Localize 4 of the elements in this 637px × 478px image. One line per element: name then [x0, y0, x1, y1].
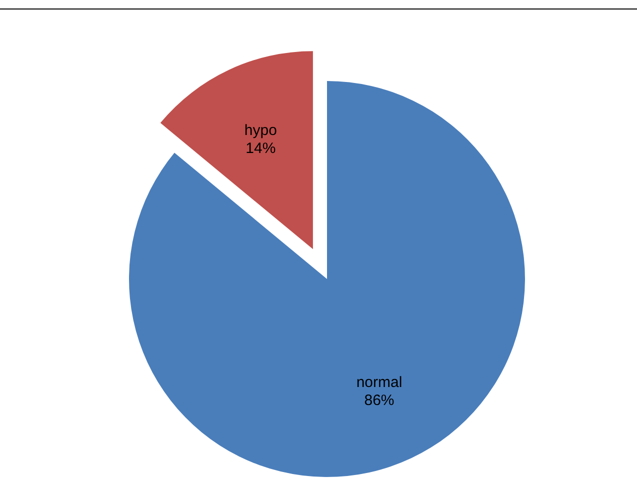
data-label: 86%: [364, 392, 394, 410]
slice-label: normal: [356, 374, 402, 392]
slice-label: hypo: [244, 122, 277, 140]
data-label: 14%: [246, 140, 276, 158]
